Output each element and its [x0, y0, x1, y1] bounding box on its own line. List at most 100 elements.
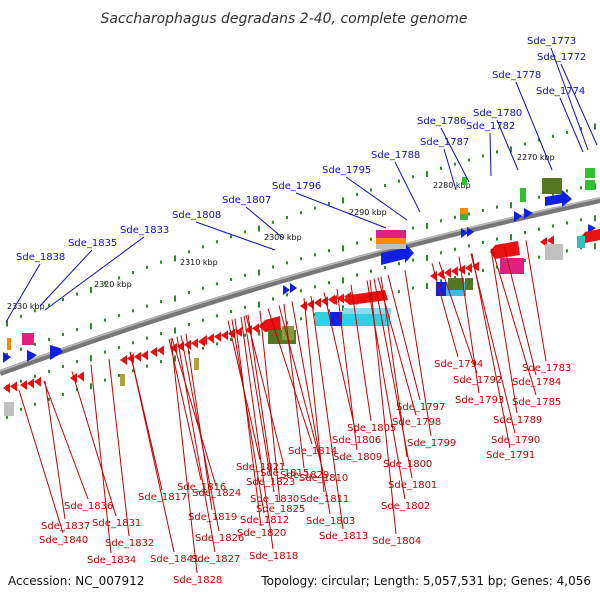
reverse-gene-label[interactable]: Sde_1828 [173, 575, 222, 586]
gene-arrow[interactable] [50, 345, 63, 360]
gene-arrow[interactable] [27, 350, 37, 362]
gene-arrow[interactable] [134, 351, 141, 362]
reverse-gene-label[interactable]: Sde_1793 [455, 395, 504, 406]
reverse-gene-label[interactable]: Sde_1802 [381, 501, 430, 512]
gene-arrow[interactable] [547, 235, 554, 246]
reverse-gene-label[interactable]: Sde_1825 [256, 504, 305, 515]
forward-gene-label[interactable]: Sde_1773 [527, 36, 576, 47]
reverse-gene-label[interactable]: Sde_1790 [491, 435, 540, 446]
reverse-gene-label[interactable]: Sde_1811 [300, 494, 349, 505]
gene-arrow[interactable] [472, 261, 479, 272]
reverse-gene-label[interactable]: Sde_1813 [319, 531, 368, 542]
reverse-gene-label[interactable]: Sde_1824 [192, 488, 241, 499]
reverse-gene-label[interactable]: Sde_1821 [236, 462, 285, 473]
reverse-gene-label[interactable]: Sde_1834 [87, 555, 136, 566]
gene-arrow[interactable] [235, 327, 242, 337]
gene-arrow[interactable] [207, 333, 214, 344]
gene-arrow[interactable] [588, 224, 596, 233]
reverse-gene-label[interactable]: Sde_1809 [333, 452, 382, 463]
reverse-gene-label[interactable]: Sde_1818 [249, 551, 298, 562]
gene-arrow[interactable] [3, 383, 10, 393]
gene-arrow[interactable] [141, 350, 148, 361]
forward-gene-label[interactable]: Sde_1833 [120, 225, 169, 236]
gene-arrow[interactable] [300, 301, 307, 311]
forward-gene-label[interactable]: Sde_1808 [172, 210, 221, 221]
gene-arrow[interactable] [344, 291, 351, 302]
reverse-gene-label[interactable]: Sde_1832 [105, 538, 154, 549]
gene-arrow[interactable] [514, 211, 522, 222]
reverse-gene-label[interactable]: Sde_1836 [64, 501, 113, 512]
reverse-gene-label[interactable]: Sde_1798 [392, 417, 441, 428]
forward-gene-label[interactable]: Sde_1786 [417, 116, 466, 127]
reverse-gene-label[interactable]: Sde_1816 [177, 482, 226, 493]
reverse-gene-label[interactable]: Sde_1784 [512, 377, 561, 388]
gene-arrow[interactable] [214, 331, 221, 342]
gene-arrow[interactable] [150, 347, 157, 357]
forward-gene-label[interactable]: Sde_1796 [272, 181, 321, 192]
gene-arrow[interactable] [524, 208, 533, 219]
gene-arrow[interactable] [545, 190, 572, 207]
gene-arrow[interactable] [283, 285, 290, 295]
reverse-gene-label[interactable]: Sde_1841 [150, 554, 199, 565]
reverse-gene-label[interactable]: Sde_1820 [237, 528, 286, 539]
reverse-gene-label[interactable]: Sde_1803 [306, 516, 355, 527]
gene-arrow[interactable] [157, 345, 164, 356]
gene-arrow[interactable] [330, 295, 337, 305]
gene-arrow[interactable] [314, 297, 321, 308]
reverse-gene-label[interactable]: Sde_1805 [347, 423, 396, 434]
reverse-gene-label[interactable]: Sde_1826 [195, 533, 244, 544]
reverse-gene-label[interactable]: Sde_1789 [493, 415, 542, 426]
reverse-gene-label[interactable]: Sde_1801 [388, 480, 437, 491]
forward-gene-label[interactable]: Sde_1778 [492, 70, 541, 81]
forward-gene-label[interactable]: Sde_1782 [466, 121, 515, 132]
reverse-gene-label[interactable]: Sde_1815 [260, 468, 309, 479]
reverse-gene-label[interactable]: Sde_1837 [41, 521, 90, 532]
forward-gene-label[interactable]: Sde_1807 [222, 195, 271, 206]
reverse-gene-label[interactable]: Sde_1823 [246, 477, 295, 488]
gene-arrow[interactable] [3, 352, 11, 363]
reverse-gene-label[interactable]: Sde_1829 [280, 470, 329, 481]
reverse-gene-label[interactable]: Sde_1819 [188, 512, 237, 523]
gene-arrow[interactable] [120, 355, 127, 365]
reverse-gene-label[interactable]: Sde_1799 [407, 438, 456, 449]
gene-arrow[interactable] [20, 380, 27, 390]
gene-arrow[interactable] [444, 267, 451, 278]
forward-gene-label[interactable]: Sde_1795 [322, 165, 371, 176]
gene-arrow[interactable] [465, 263, 472, 273]
forward-gene-label[interactable]: Sde_1772 [537, 52, 586, 63]
reverse-gene-label[interactable]: Sde_1830 [250, 494, 299, 505]
gene-arrow[interactable] [451, 266, 458, 277]
forward-gene-label[interactable]: Sde_1787 [420, 137, 469, 148]
reverse-gene-label[interactable]: Sde_1792 [453, 375, 502, 386]
reverse-gene-label[interactable]: Sde_1814 [288, 446, 337, 457]
gene-arrow[interactable] [337, 293, 344, 304]
gene-arrow[interactable] [200, 335, 207, 345]
reverse-gene-label[interactable]: Sde_1840 [39, 535, 88, 546]
gene-arrow[interactable] [259, 321, 266, 332]
gene-arrow[interactable] [458, 264, 465, 275]
forward-gene-label[interactable]: Sde_1780 [473, 108, 522, 119]
gene-arrow[interactable] [10, 381, 17, 392]
gene-arrow[interactable] [252, 323, 259, 334]
gene-arrow[interactable] [77, 371, 84, 382]
gene-arrow[interactable] [27, 378, 34, 389]
reverse-gene-label[interactable]: Sde_1827 [191, 554, 240, 565]
gene-arrow[interactable] [221, 330, 228, 341]
reverse-gene-label[interactable]: Sde_1812 [240, 515, 289, 526]
forward-gene-label[interactable]: Sde_1838 [16, 252, 65, 263]
reverse-gene-label[interactable]: Sde_1791 [486, 450, 535, 461]
gene-arrow[interactable] [467, 227, 474, 237]
reverse-gene-label[interactable]: Sde_1783 [522, 363, 571, 374]
reverse-gene-label[interactable]: Sde_1800 [383, 459, 432, 470]
reverse-gene-label[interactable]: Sde_1817 [138, 492, 187, 503]
gene-arrow[interactable] [228, 328, 235, 339]
gene-arrow[interactable] [290, 283, 297, 293]
reverse-gene-label[interactable]: Sde_1785 [512, 397, 561, 408]
reverse-gene-label[interactable]: Sde_1831 [92, 518, 141, 529]
forward-gene-label[interactable]: Sde_1788 [371, 150, 420, 161]
reverse-gene-label[interactable]: Sde_1794 [434, 359, 483, 370]
reverse-gene-label[interactable]: Sde_1797 [396, 402, 445, 413]
forward-gene-label[interactable]: Sde_1835 [68, 238, 117, 249]
reverse-gene-label[interactable]: Sde_1804 [372, 536, 421, 547]
gene-arrow[interactable] [34, 376, 41, 387]
